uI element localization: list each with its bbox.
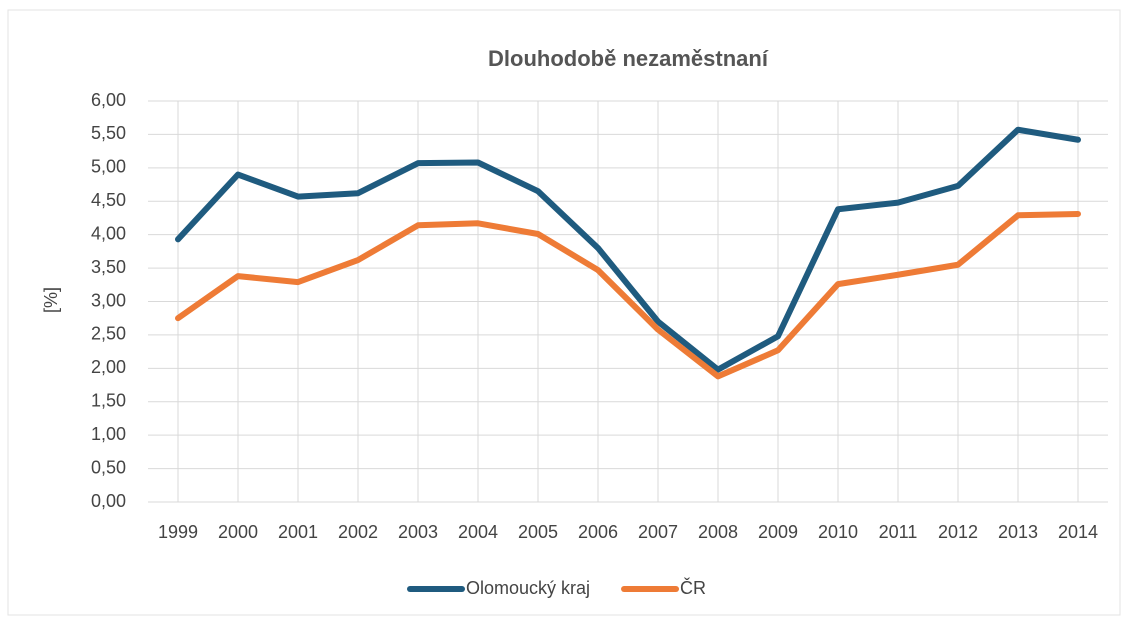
y-tick-label: 5,00 bbox=[91, 157, 126, 177]
x-tick-label: 2008 bbox=[698, 522, 738, 542]
x-tick-label: 2011 bbox=[879, 522, 918, 542]
chart-frame bbox=[7, 9, 1121, 616]
y-tick-label: 0,00 bbox=[91, 491, 126, 511]
x-tick-label: 2009 bbox=[758, 522, 798, 542]
y-tick-label: 2,00 bbox=[91, 357, 126, 377]
x-tick-label: 2002 bbox=[338, 522, 378, 542]
x-tick-label: 2013 bbox=[998, 522, 1038, 542]
y-tick-label: 4,50 bbox=[91, 190, 126, 210]
legend-label: Olomoucký kraj bbox=[466, 578, 590, 598]
series-line bbox=[175, 210, 1081, 380]
x-tick-label: 2012 bbox=[938, 522, 978, 542]
y-tick-label: 6,00 bbox=[91, 90, 126, 110]
x-tick-label: 2000 bbox=[218, 522, 258, 542]
chart-title: Dlouhodobě nezaměstnaní bbox=[488, 46, 769, 71]
x-tick-label: 2014 bbox=[1058, 522, 1098, 542]
x-tick-label: 2010 bbox=[818, 522, 858, 542]
x-tick-label: 2006 bbox=[578, 522, 618, 542]
x-tick-label: 2001 bbox=[278, 522, 318, 542]
y-tick-label: 2,50 bbox=[91, 324, 126, 344]
x-tick-label: 1999 bbox=[158, 522, 198, 542]
y-tick-label: 3,00 bbox=[91, 290, 126, 310]
y-tick-label: 0,50 bbox=[91, 457, 126, 477]
series-line bbox=[175, 126, 1081, 373]
x-tick-label: 2005 bbox=[518, 522, 558, 542]
x-tick-label: 2004 bbox=[458, 522, 498, 542]
y-tick-label: 4,00 bbox=[91, 223, 126, 243]
y-tick-label: 1,00 bbox=[91, 424, 126, 444]
y-tick-label: 3,50 bbox=[91, 257, 126, 277]
legend-label: ČR bbox=[680, 577, 706, 598]
x-tick-label: 2007 bbox=[638, 522, 678, 542]
y-tick-label: 5,50 bbox=[91, 123, 126, 143]
y-tick-label: 1,50 bbox=[91, 391, 126, 411]
y-axis-label: [%] bbox=[41, 287, 61, 313]
x-tick-label: 2003 bbox=[398, 522, 438, 542]
